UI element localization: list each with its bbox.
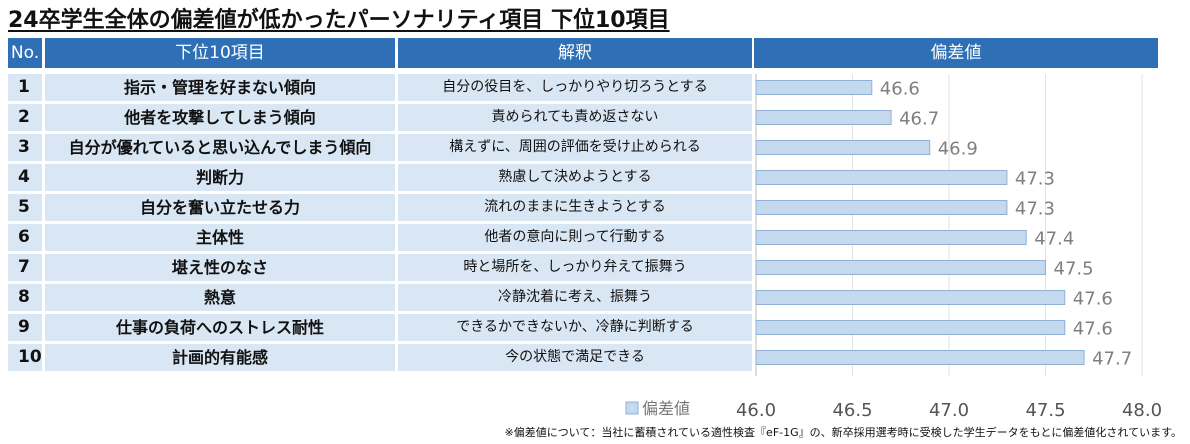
- data-label: 47.4: [1034, 229, 1074, 250]
- row-description: 構えずに、周囲の評価を受け止められる: [398, 134, 752, 161]
- row-number: 9: [8, 314, 42, 341]
- row-description: 責められても責め返さない: [398, 104, 752, 131]
- header-desc: 解釈: [398, 38, 752, 68]
- table-row: 7 堪え性のなさ 時と場所を、しっかり弁えて振舞う: [8, 254, 752, 281]
- x-tick-label: 46.5: [832, 400, 872, 421]
- table-header: No. 下位10項目 解釈 偏差値: [8, 38, 1158, 68]
- row-description: 自分の役目を、しっかりやり切ろうとする: [398, 74, 752, 101]
- row-number: 7: [8, 254, 42, 281]
- header-item: 下位10項目: [45, 38, 395, 68]
- row-item: 自分を奮い立たせる力: [45, 194, 395, 221]
- data-label: 46.7: [899, 109, 939, 130]
- row-description: 熟慮して決めようとする: [398, 164, 752, 191]
- bar: [755, 230, 1027, 245]
- row-number: 8: [8, 284, 42, 311]
- row-item: 仕事の負荷へのストレス耐性: [45, 314, 395, 341]
- table-row: 3 自分が優れていると思い込んでしまう傾向 構えずに、周囲の評価を受け止められる: [8, 134, 752, 161]
- row-description: 今の状態で満足できる: [398, 344, 752, 371]
- row-number: 10: [8, 344, 42, 371]
- row-description: 時と場所を、しっかり弁えて振舞う: [398, 254, 752, 281]
- table-row: 2 他者を攻撃してしまう傾向 責められても責め返さない: [8, 104, 752, 131]
- row-number: 2: [8, 104, 42, 131]
- table-row: 10 計画的有能感 今の状態で満足できる: [8, 344, 752, 371]
- x-tick-label: 48.0: [1122, 400, 1162, 421]
- row-number: 1: [8, 74, 42, 101]
- row-item: 判断力: [45, 164, 395, 191]
- bar: [755, 110, 892, 125]
- x-tick-label: 47.5: [1025, 400, 1065, 421]
- data-label: 47.5: [1054, 259, 1094, 280]
- row-description: 冷静沈着に考え、振舞う: [398, 284, 752, 311]
- x-tick-label: 47.0: [929, 400, 969, 421]
- row-description: できるかできないか、冷静に判断する: [398, 314, 752, 341]
- table-row: 8 熱意 冷静沈着に考え、振舞う: [8, 284, 752, 311]
- table-row: 1 指示・管理を好まない傾向 自分の役目を、しっかりやり切ろうとする: [8, 74, 752, 101]
- bar: [755, 350, 1085, 365]
- data-label: 47.3: [1015, 169, 1055, 190]
- bar: [755, 170, 1008, 185]
- header-value: 偏差値: [754, 38, 1158, 68]
- data-label: 47.6: [1073, 289, 1113, 310]
- data-label: 47.6: [1073, 319, 1113, 340]
- row-item: 熱意: [45, 284, 395, 311]
- row-description: 流れのままに生きようとする: [398, 194, 752, 221]
- row-item: 計画的有能感: [45, 344, 395, 371]
- row-item: 指示・管理を好まない傾向: [45, 74, 395, 101]
- bar: [755, 140, 931, 155]
- bar: [755, 290, 1066, 305]
- data-label: 47.7: [1092, 349, 1132, 370]
- bar: [755, 80, 873, 95]
- legend-label: 偏差値: [642, 399, 690, 418]
- header-no: No.: [8, 38, 42, 68]
- legend-swatch: [625, 401, 639, 415]
- table-row: 6 主体性 他者の意向に則って行動する: [8, 224, 752, 251]
- page-title: 24卒学生全体の偏差値が低かったパーソナリティ項目 下位10項目: [8, 8, 670, 33]
- row-number: 5: [8, 194, 42, 221]
- row-description: 他者の意向に則って行動する: [398, 224, 752, 251]
- data-label: 46.6: [880, 79, 920, 100]
- bar: [755, 200, 1008, 215]
- table-row: 4 判断力 熟慮して決めようとする: [8, 164, 752, 191]
- data-label: 46.9: [938, 139, 978, 160]
- row-number: 3: [8, 134, 42, 161]
- row-item: 主体性: [45, 224, 395, 251]
- row-item: 堪え性のなさ: [45, 254, 395, 281]
- row-number: 4: [8, 164, 42, 191]
- row-number: 6: [8, 224, 42, 251]
- row-item: 自分が優れていると思い込んでしまう傾向: [45, 134, 395, 161]
- footnote: ※偏差値について：当社に蓄積されている適性検査『eF-1G』の、新卒採用選考時に…: [504, 426, 1183, 439]
- table-row: 5 自分を奮い立たせる力 流れのままに生きようとする: [8, 194, 752, 221]
- data-label: 47.3: [1015, 199, 1055, 220]
- x-tick-label: 46.0: [736, 400, 776, 421]
- bar: [755, 320, 1066, 335]
- bar: [755, 260, 1046, 275]
- row-item: 他者を攻撃してしまう傾向: [45, 104, 395, 131]
- table-row: 9 仕事の負荷へのストレス耐性 できるかできないか、冷静に判断する: [8, 314, 752, 341]
